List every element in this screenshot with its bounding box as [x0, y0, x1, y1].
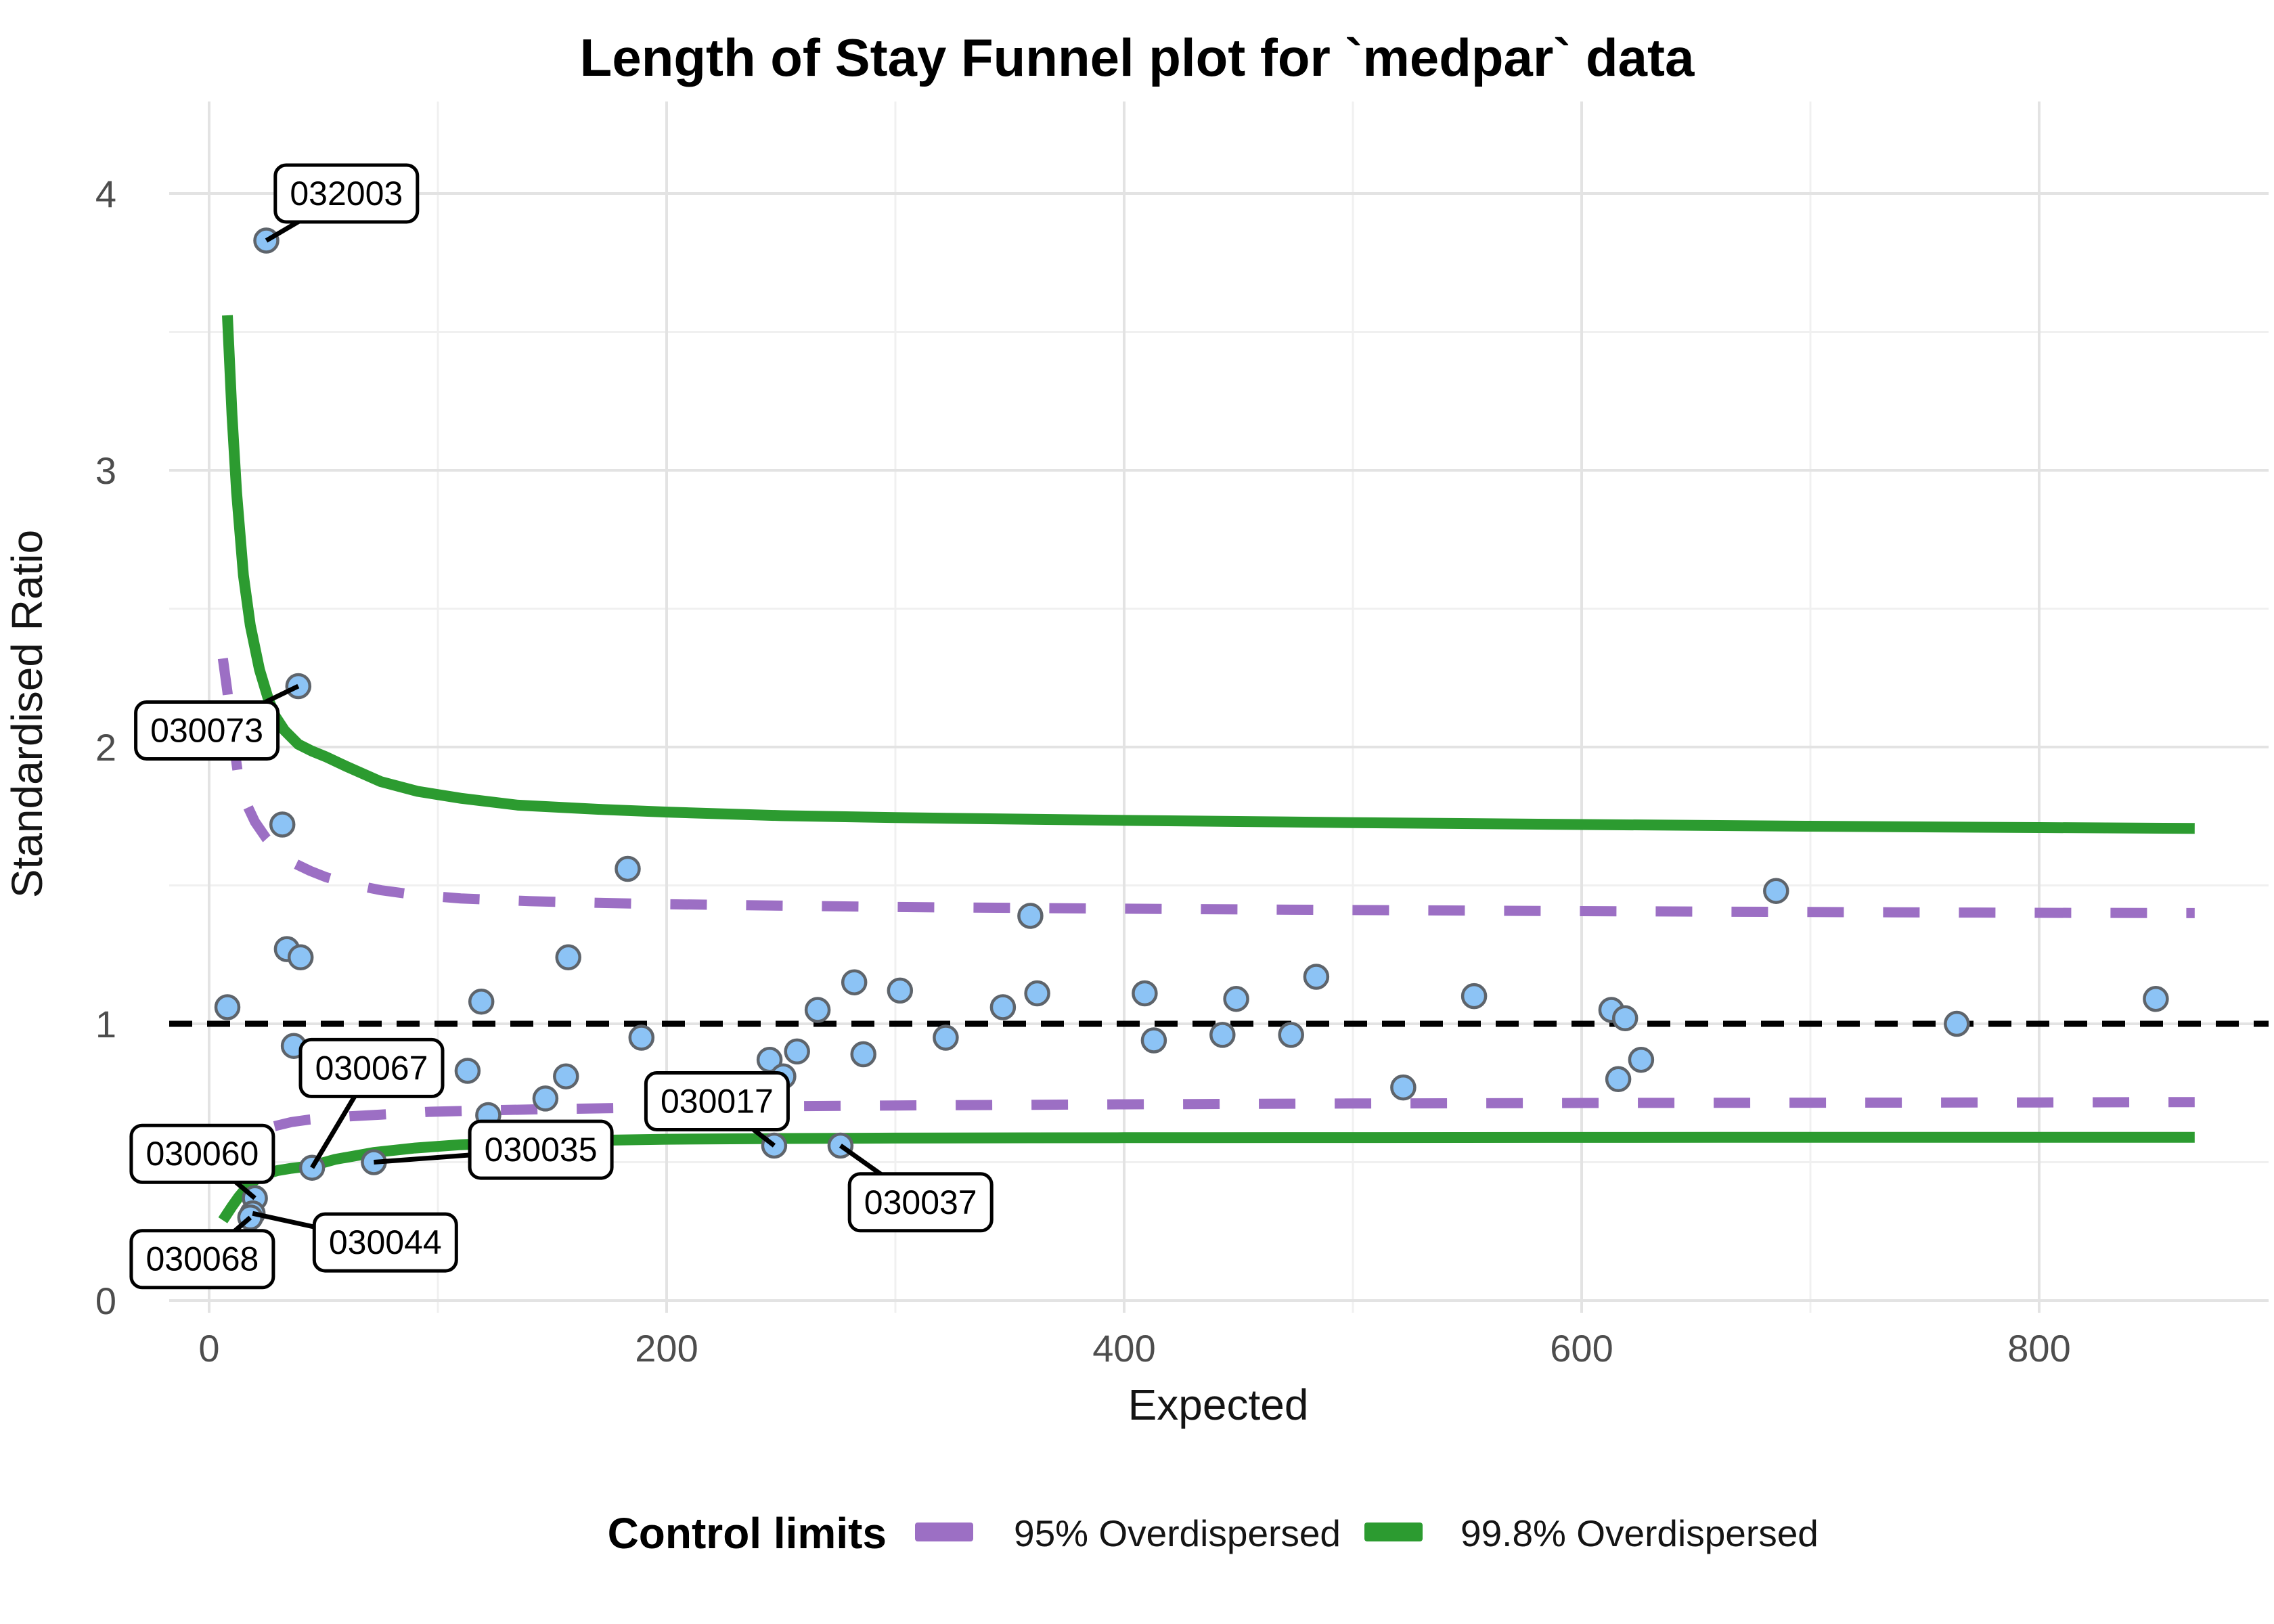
data-point: [1024, 980, 1050, 1007]
data-point: [887, 977, 914, 1004]
curve-95-lower-limit: [215, 1097, 2195, 1175]
chart-title: Length of Stay Funnel plot for `medpar` …: [580, 28, 1695, 87]
x-tick-label-200: 200: [635, 1327, 698, 1370]
y-tick-label-4: 4: [95, 173, 116, 215]
data-point: [1140, 1027, 1167, 1054]
point-label-text-032003: 032003: [290, 175, 403, 212]
y-tick-label-0: 0: [95, 1280, 116, 1322]
point-label-text-030073: 030073: [150, 712, 263, 750]
point-label-box-030060: [129, 1123, 275, 1184]
point-label-text-030067: 030067: [315, 1049, 428, 1087]
point-label-text-030060: 030060: [146, 1135, 259, 1173]
curve-95-upper-limit: [217, 658, 2195, 918]
data-point: [1017, 903, 1044, 929]
data-point: [989, 994, 1017, 1020]
data-point: [532, 1085, 559, 1112]
point-label-text-030044: 030044: [329, 1223, 442, 1261]
point-label-box-030068: [129, 1229, 275, 1290]
data-point: [1461, 983, 1488, 1010]
data-point: [553, 1063, 579, 1089]
data-point: [2143, 985, 2169, 1012]
data-point: [1605, 1066, 1632, 1093]
data-point: [784, 1038, 810, 1065]
data-point: [1611, 1005, 1638, 1032]
data-point: [1223, 985, 1249, 1012]
data-point: [1944, 1010, 1970, 1037]
point-label-text-030017: 030017: [661, 1083, 774, 1121]
legend-swatch-95: [915, 1522, 973, 1541]
point-label-box-030035: [468, 1119, 614, 1180]
data-point: [615, 855, 641, 882]
point-label-box-030067: [298, 1037, 445, 1098]
data-point: [841, 969, 868, 995]
y-tick-label-3: 3: [95, 449, 116, 492]
data-point: [1390, 1074, 1417, 1101]
data-point: [1132, 980, 1158, 1007]
legend: Control limits 95% Overdispersed 99.8% O…: [608, 1509, 1819, 1558]
data-point: [850, 1041, 876, 1068]
y-tick-label-1: 1: [95, 1003, 116, 1045]
x-tick-label-400: 400: [1092, 1327, 1155, 1370]
point-label-layer: 032003 030073 030067 030060 030044 030068 0300…: [129, 163, 994, 1290]
data-point: [804, 997, 831, 1023]
y-tick-label-2: 2: [95, 726, 116, 769]
data-point: [1303, 964, 1330, 990]
point-label-text-030068: 030068: [146, 1240, 259, 1278]
data-point: [1209, 1022, 1236, 1048]
point-label-text-030035: 030035: [485, 1131, 598, 1169]
data-point: [1278, 1022, 1304, 1048]
axis-tick-labels-layer: 0 200 400 600 800 0 1 2 3 4: [95, 173, 2071, 1370]
legend-label-998: 99.8% Overdispersed: [1461, 1512, 1819, 1554]
data-point: [1763, 878, 1789, 904]
data-point: [628, 1024, 655, 1051]
legend-title: Control limits: [608, 1509, 887, 1558]
point-label-text-030037: 030037: [864, 1183, 977, 1221]
y-axis-title: Standardised Ratio: [3, 530, 51, 898]
point-label-box-030044: [312, 1212, 458, 1273]
x-tick-label-800: 800: [2007, 1327, 2070, 1370]
point-label-box-032003: [273, 163, 420, 224]
data-point: [555, 944, 581, 971]
point-label-box-030017: [644, 1071, 790, 1131]
data-point: [287, 944, 314, 971]
point-label-box-030037: [847, 1172, 994, 1233]
legend-label-95: 95% Overdispersed: [1014, 1512, 1341, 1554]
data-point: [454, 1058, 481, 1084]
legend-swatch-998: [1364, 1522, 1423, 1541]
curve-99-8-upper-limit: [222, 315, 2195, 834]
data-point: [468, 989, 495, 1015]
data-point: [1628, 1046, 1655, 1073]
control-limit-curves-layer: [215, 315, 2195, 1223]
x-axis-title: Expected: [1128, 1380, 1309, 1429]
data-point: [269, 811, 296, 838]
data-points-layer: [214, 227, 2169, 1231]
x-tick-label-600: 600: [1550, 1327, 1613, 1370]
point-label-box-030073: [134, 700, 280, 761]
x-tick-label-0: 0: [198, 1327, 219, 1370]
data-point: [214, 994, 241, 1020]
data-point: [933, 1024, 959, 1051]
